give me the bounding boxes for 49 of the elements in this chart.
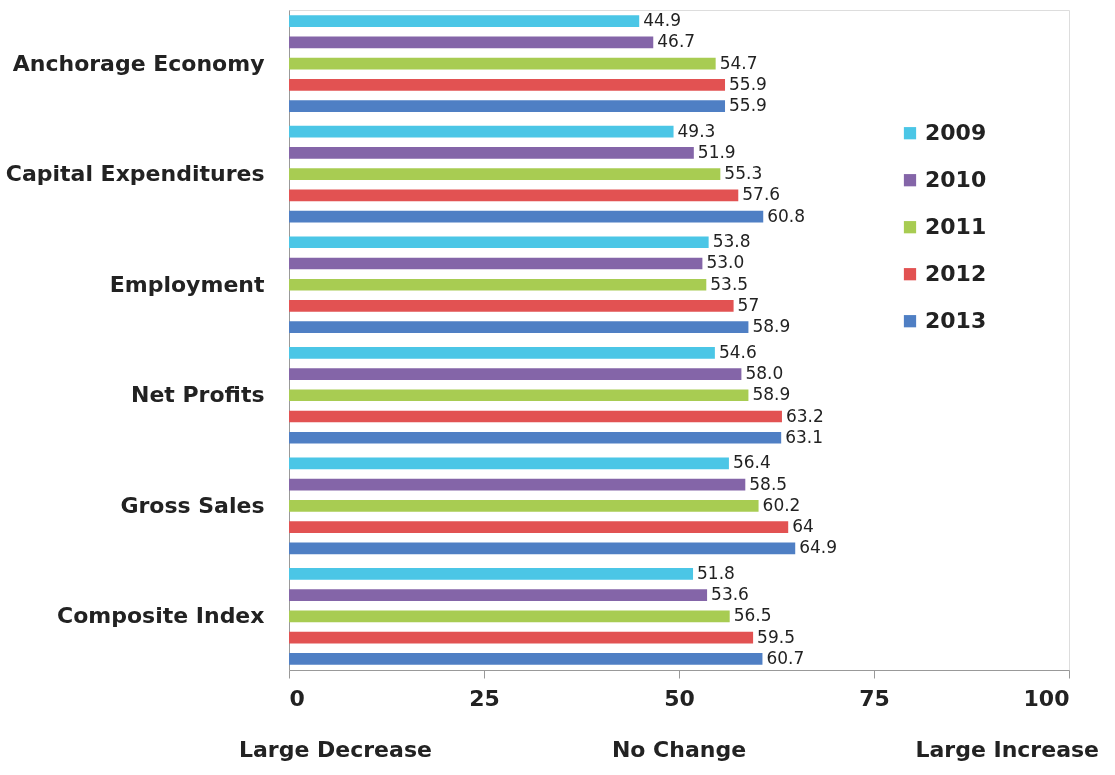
legend-label: 2013 bbox=[925, 308, 987, 334]
data-label: 51.8 bbox=[697, 562, 735, 583]
data-label: 60.7 bbox=[766, 647, 805, 668]
y-tick-label: Employment bbox=[109, 271, 265, 297]
y-tick-label: Composite Index bbox=[57, 603, 265, 629]
data-label: 53.0 bbox=[706, 252, 745, 273]
data-label: 54.7 bbox=[719, 52, 758, 73]
data-label: 58.5 bbox=[749, 473, 788, 494]
legend-label: 2009 bbox=[925, 120, 987, 146]
data-label: 60.8 bbox=[767, 205, 806, 226]
data-label: 58.9 bbox=[752, 316, 791, 337]
text: Large Decrease bbox=[239, 737, 432, 762]
data-label: 63.1 bbox=[785, 426, 824, 447]
data-label: 54.6 bbox=[718, 341, 757, 362]
data-label: 57.6 bbox=[742, 184, 781, 205]
data-label: 64.9 bbox=[799, 537, 838, 558]
data-label: 55.9 bbox=[729, 95, 767, 116]
y-tick-label: Anchorage Economy bbox=[12, 50, 265, 76]
data-label: 58.0 bbox=[745, 363, 784, 384]
data-label: 53.6 bbox=[711, 584, 749, 605]
data-label: 60.2 bbox=[762, 494, 801, 515]
data-label: 46.7 bbox=[657, 31, 696, 52]
data-label: 58.9 bbox=[752, 384, 791, 405]
legend-label: 2011 bbox=[925, 214, 987, 240]
x-tick-label: 100 bbox=[1023, 685, 1070, 711]
x-tick-label: 0 bbox=[289, 685, 305, 711]
data-label: 51.9 bbox=[697, 141, 736, 162]
data-label: 55.3 bbox=[724, 163, 763, 184]
data-label: 55.9 bbox=[729, 73, 767, 94]
data-label: 64 bbox=[792, 516, 814, 537]
x-tick-label: 25 bbox=[469, 685, 500, 711]
data-label: 59.5 bbox=[757, 626, 795, 647]
legend-label: 2010 bbox=[925, 167, 987, 193]
y-tick-label: Net Profits bbox=[130, 382, 265, 408]
y-tick-label: Gross Sales bbox=[120, 492, 265, 518]
x-tick-label: 50 bbox=[664, 685, 695, 711]
data-label: 56.4 bbox=[732, 452, 771, 473]
text: Large Increase bbox=[915, 737, 1099, 762]
data-label: 44.9 bbox=[643, 10, 682, 31]
data-label: 53.8 bbox=[712, 231, 751, 252]
data-label: 63.2 bbox=[785, 405, 824, 426]
x-tick-label: 75 bbox=[859, 685, 890, 711]
y-tick-label: Capital Expenditures bbox=[5, 161, 265, 187]
data-label: 57 bbox=[737, 294, 760, 315]
text: No Change bbox=[611, 737, 747, 762]
data-label: 53.5 bbox=[710, 273, 749, 294]
legend-label: 2012 bbox=[925, 261, 987, 287]
data-label: 49.3 bbox=[677, 120, 716, 141]
data-label: 56.5 bbox=[733, 605, 772, 626]
